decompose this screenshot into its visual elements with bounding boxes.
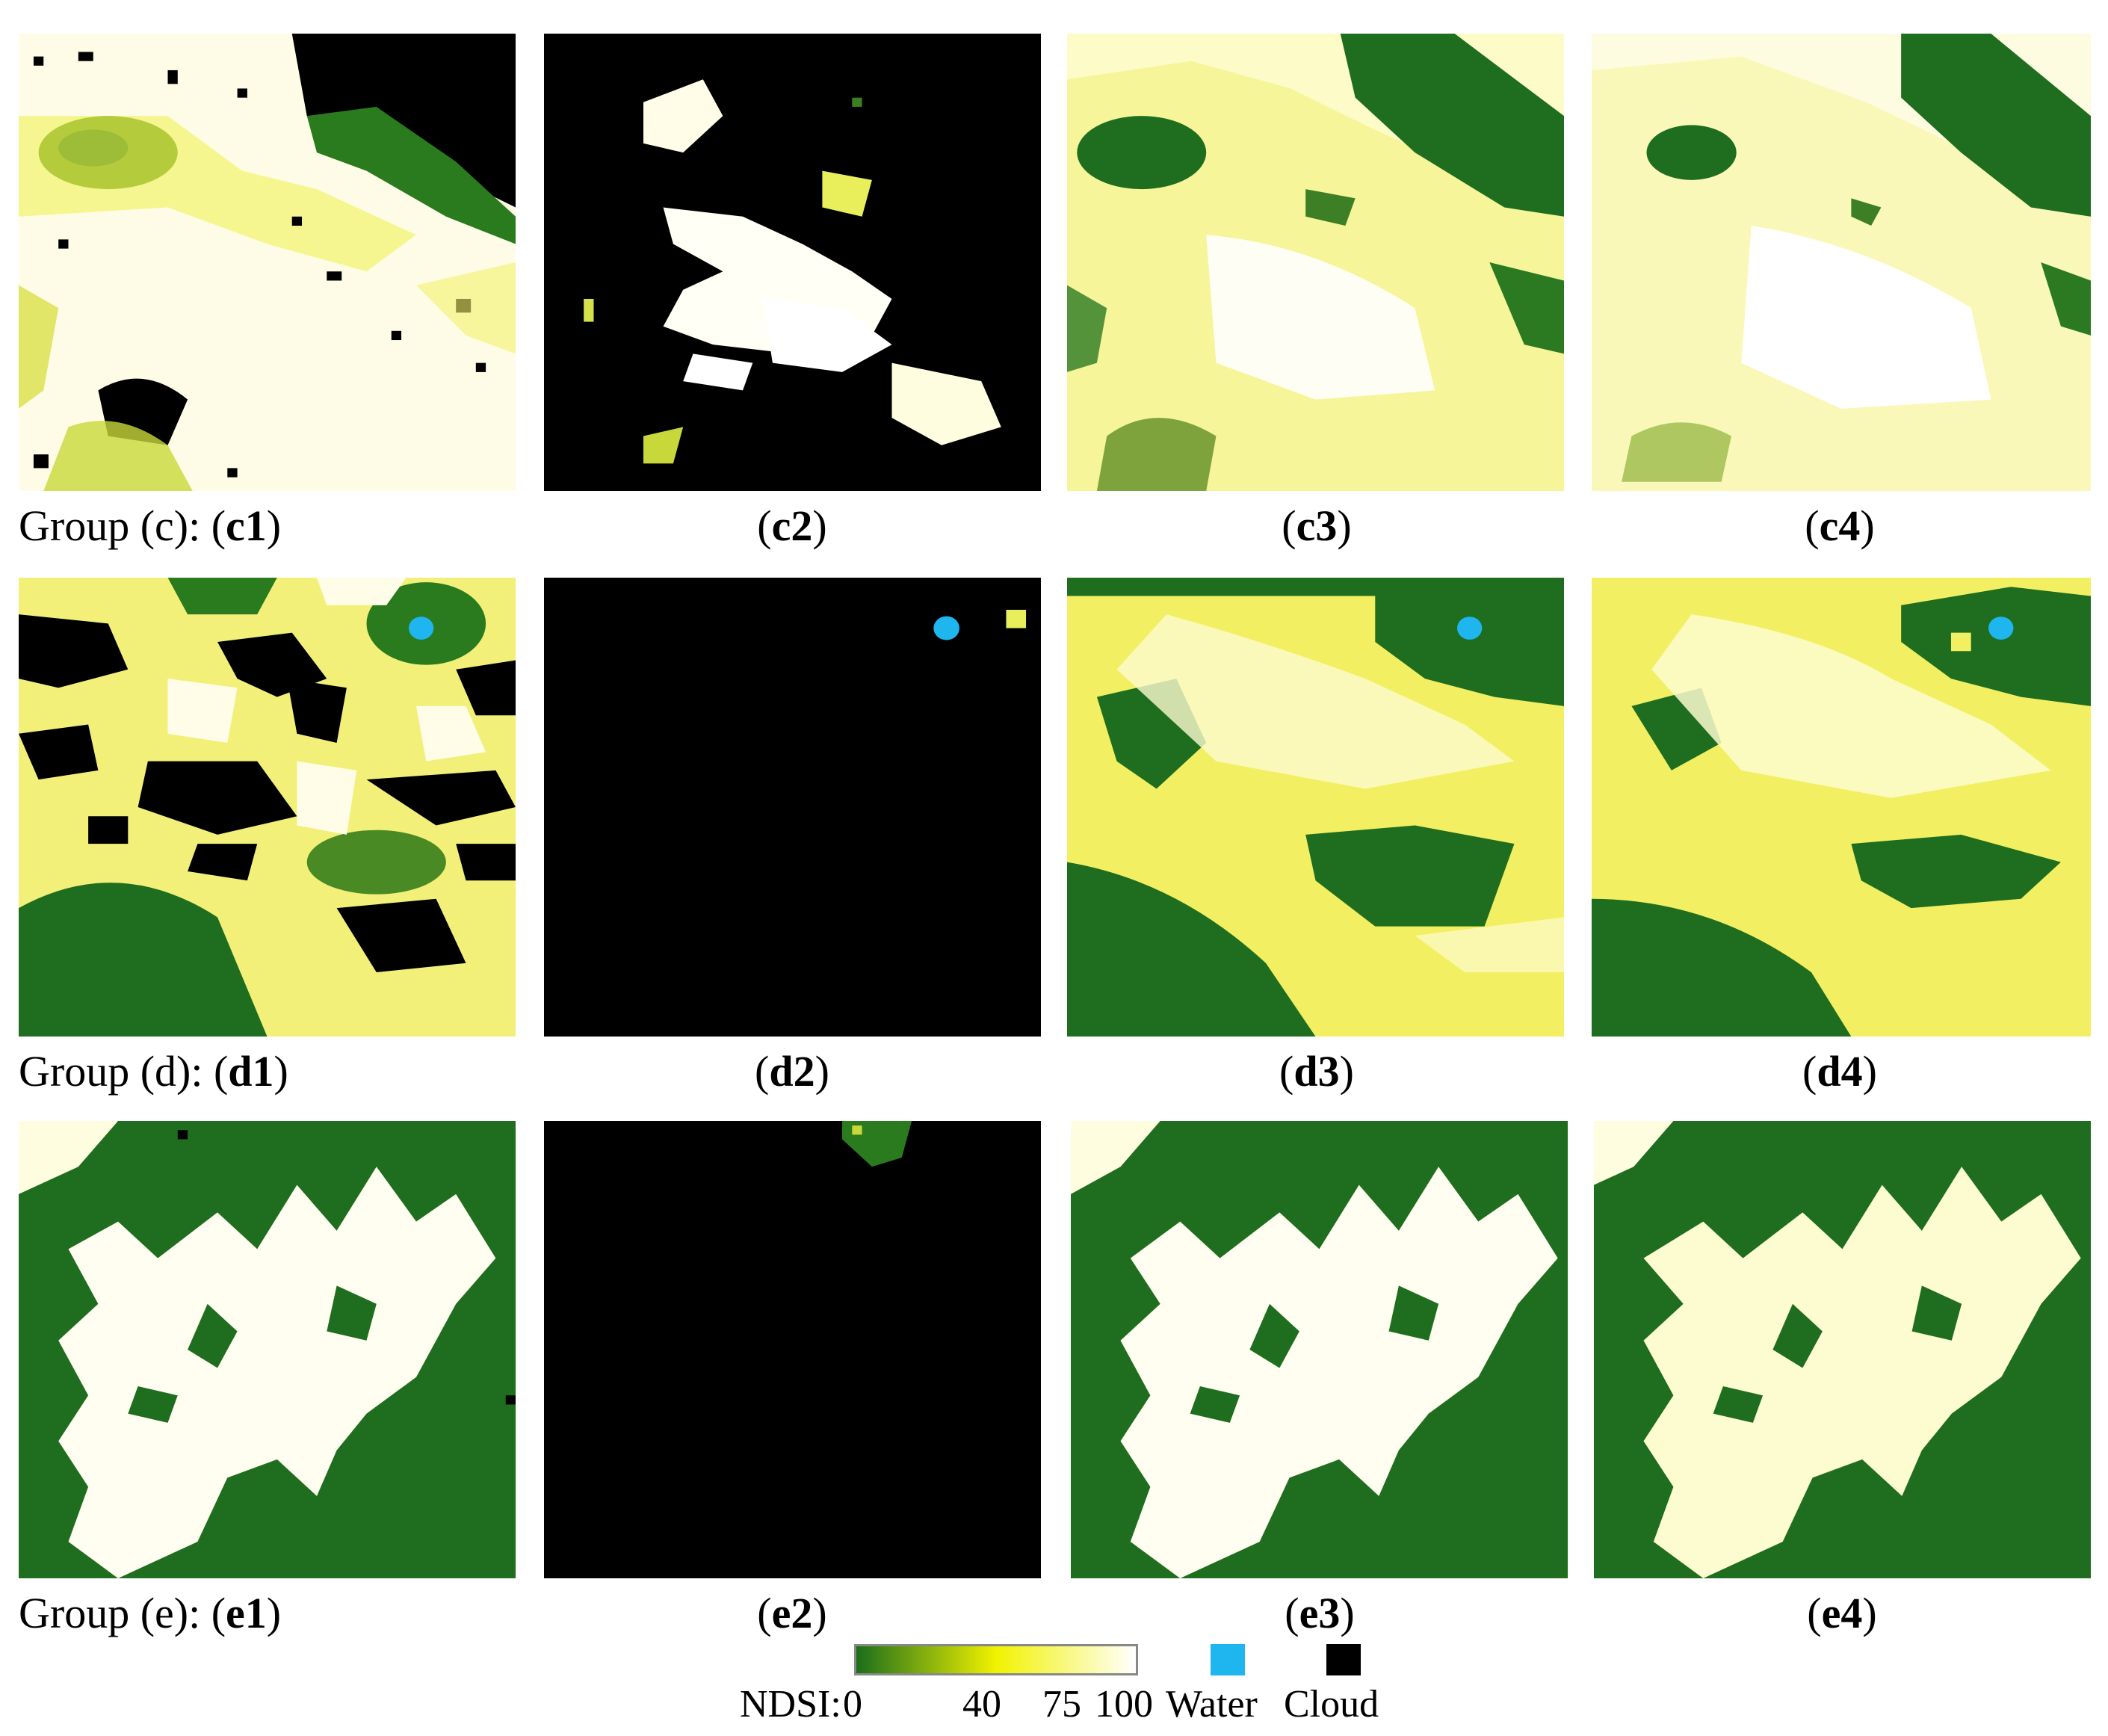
panel-label: e4 [1821, 1589, 1863, 1637]
legend-tick-40: 40 [962, 1683, 1001, 1726]
caption-e2: (e2) [757, 1589, 827, 1637]
group-prefix: Group (c): [19, 501, 211, 550]
caption-d2: (d2) [755, 1047, 829, 1096]
panel-label: c1 [226, 501, 267, 550]
panel-e4 [1594, 1121, 2091, 1578]
legend-tick-100: 100 [1095, 1683, 1153, 1726]
panel-label: c2 [771, 501, 813, 550]
group-prefix: Group (d): [19, 1047, 214, 1096]
panel-d3 [1067, 578, 1564, 1037]
panel-e2 [544, 1121, 1041, 1578]
panel-e1 [19, 1121, 516, 1578]
panel-label: c3 [1296, 501, 1338, 550]
panel-label: e2 [771, 1589, 813, 1637]
panel-label: c4 [1819, 501, 1861, 550]
panel-d1 [19, 578, 516, 1037]
caption-e4: (e4) [1807, 1589, 1877, 1637]
caption-d3: (d3) [1279, 1047, 1354, 1096]
panel-c1 [19, 34, 516, 491]
panel-c3 [1067, 34, 1564, 491]
caption-c4: (c4) [1805, 501, 1875, 550]
caption-c2: (c2) [757, 501, 827, 550]
panel-label: d3 [1293, 1047, 1340, 1096]
panel-d2 [544, 578, 1041, 1037]
panel-label: d2 [769, 1047, 815, 1096]
ndsi-color-scale [854, 1644, 1138, 1675]
caption-d4: (d4) [1802, 1047, 1877, 1096]
panel-d4 [1592, 578, 2091, 1037]
panel-label: e3 [1299, 1589, 1341, 1637]
legend-cloud-label: Cloud [1284, 1683, 1379, 1726]
legend-tick-0: 0 [843, 1683, 862, 1726]
legend-tick-75: 75 [1042, 1683, 1081, 1726]
water-swatch [1211, 1644, 1245, 1675]
panel-c4 [1592, 34, 2091, 491]
legend-prefix: NDSI: [740, 1683, 841, 1726]
caption-group-e: Group (e): (e1) [19, 1589, 282, 1637]
panel-e3 [1071, 1121, 1568, 1578]
caption-group-c: Group (c): (c1) [19, 501, 282, 550]
legend-water-label: Water [1166, 1683, 1258, 1726]
caption-c3: (c3) [1282, 501, 1352, 550]
caption-group-d: Group (d): (d1) [19, 1047, 288, 1096]
cloud-swatch [1326, 1644, 1361, 1675]
panel-label: e1 [226, 1589, 267, 1637]
group-prefix: Group (e): [19, 1589, 211, 1637]
panel-label: d1 [228, 1047, 274, 1096]
panel-c2 [544, 34, 1041, 491]
panel-label: d4 [1817, 1047, 1863, 1096]
caption-e3: (e3) [1285, 1589, 1355, 1637]
